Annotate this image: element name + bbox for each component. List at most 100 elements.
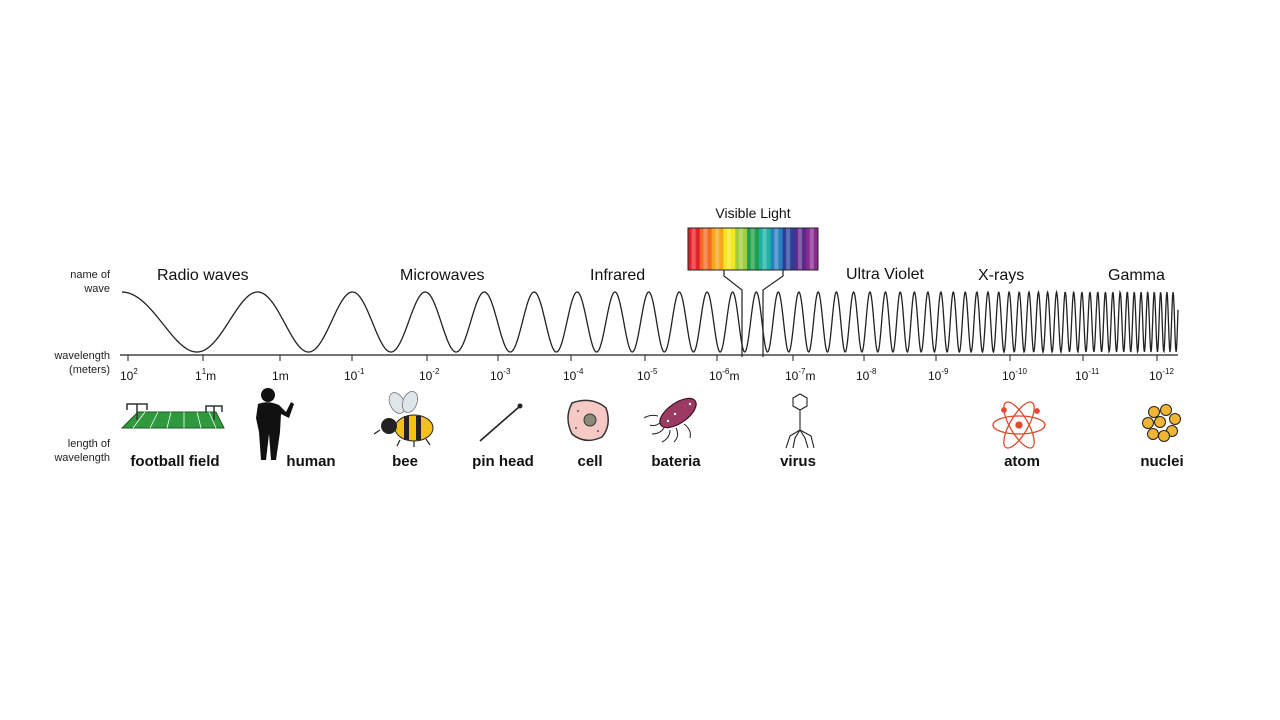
- band-label-microwaves: Microwaves: [400, 267, 485, 284]
- side-label-length-of-wavelength: length of wavelength: [54, 437, 110, 465]
- spectrum-color-band: [688, 228, 701, 270]
- spectrum-highlight: [727, 228, 732, 270]
- side-label-name-of-wave: name of wave: [70, 268, 110, 296]
- spectrum-highlight: [797, 228, 803, 270]
- side-label-line: wavelength: [54, 452, 110, 464]
- visible-light-label: Visible Light: [715, 205, 791, 221]
- tick-exponent: -5: [650, 367, 658, 376]
- tick-unit: m: [729, 369, 740, 383]
- tick-exponent: 1: [201, 367, 207, 376]
- tick-unit: m: [206, 369, 217, 383]
- tick-label: 10-7m: [785, 367, 816, 383]
- object-label-cell: cell: [577, 453, 603, 470]
- tick-label: 10-11: [1075, 367, 1100, 383]
- tick-label: 10-10: [1002, 367, 1027, 383]
- band-label-radio-waves: Radio waves: [157, 267, 249, 284]
- axis-tick-marks: [127, 355, 1158, 361]
- spectrum-highlight: [809, 228, 814, 270]
- wave-curve: [121, 289, 1179, 355]
- tick-base: 10: [344, 369, 358, 383]
- object-label-football-field: football field: [130, 453, 220, 470]
- nuclei-icon: [1142, 404, 1181, 442]
- tick-label: 10-1: [344, 367, 365, 383]
- tick-exponent: -12: [1162, 367, 1174, 376]
- tick-label: 102: [120, 367, 138, 383]
- band-label-x-rays: X-rays: [978, 267, 1025, 284]
- tick-exponent: 2: [133, 367, 138, 376]
- spectrum-highlight: [786, 228, 791, 270]
- side-label-wavelength: wavelength (meters): [54, 349, 110, 377]
- side-label-line: wave: [84, 283, 110, 295]
- tick-base: 10: [856, 369, 870, 383]
- spectrum-highlight: [715, 228, 720, 270]
- bee-icon: [373, 390, 434, 447]
- spectrum-color-band: [782, 228, 795, 270]
- cell-icon: [567, 399, 609, 442]
- spectrum-color-band: [723, 228, 736, 270]
- side-label-line: (meters): [69, 364, 110, 376]
- tick-exponent: -10: [1015, 367, 1027, 376]
- spectrum-highlight: [750, 228, 755, 270]
- tick-base: 1: [195, 369, 202, 383]
- bacteria-icon: [643, 397, 697, 443]
- tick-base: 10: [1002, 369, 1016, 383]
- spectrum-highlight: [703, 228, 708, 270]
- tick-unit: m: [278, 369, 289, 383]
- tick-base: 10: [120, 369, 134, 383]
- visible-light-bracket: [723, 270, 784, 357]
- visible-spectrum-bar: [687, 227, 819, 271]
- tick-base: 10: [928, 369, 942, 383]
- side-label-line: name of: [70, 269, 110, 281]
- tick-label: 10-6m: [709, 367, 740, 383]
- tick-exponent: -4: [576, 367, 584, 376]
- tick-label: 10-9: [928, 367, 948, 383]
- tick-label: 10-4: [563, 367, 584, 383]
- object-label-bee: bee: [392, 453, 418, 470]
- spectrum-highlight: [738, 228, 743, 270]
- object-label-bateria: bateria: [651, 453, 701, 470]
- tick-label: 11m: [195, 367, 217, 383]
- spectrum-color-band: [806, 228, 819, 270]
- tick-label: 10-8: [856, 367, 876, 383]
- spectrum-frame: [687, 227, 819, 271]
- tick-base: 10: [637, 369, 651, 383]
- tick-base: 10: [419, 369, 433, 383]
- object-label-pin-head: pin head: [472, 453, 534, 470]
- spectrum-color-band: [747, 228, 760, 270]
- tick-exponent: -6: [722, 367, 730, 376]
- tick-exponent: -1: [357, 367, 365, 376]
- spectrum-color-band: [735, 228, 748, 270]
- spectrum-highlight: [762, 228, 767, 270]
- tick-exponent: -11: [1088, 367, 1100, 376]
- tick-base: 10: [709, 369, 723, 383]
- tick-unit: m: [805, 369, 816, 383]
- tick-base: 10: [1149, 369, 1163, 383]
- tick-label: 1m: [272, 369, 289, 383]
- band-label-infrared: Infrared: [590, 267, 646, 284]
- band-label-gamma: Gamma: [1108, 267, 1165, 284]
- tick-base: 10: [785, 369, 799, 383]
- human-silhouette-icon: [256, 388, 294, 460]
- band-label-ultra-violet: Ultra Violet: [846, 266, 924, 283]
- side-label-line: wavelength: [54, 350, 110, 362]
- object-label-nuclei: nuclei: [1140, 453, 1184, 470]
- pin-icon: [479, 403, 523, 442]
- tick-label: 10-2: [419, 367, 439, 383]
- tick-label: 10-12: [1149, 367, 1174, 383]
- spectrum-color-band: [770, 228, 784, 270]
- spectrum-color-band: [758, 228, 772, 270]
- object-label-human: human: [286, 453, 336, 470]
- atom-icon: [992, 401, 1046, 449]
- tick-exponent: -7: [798, 367, 806, 376]
- spectrum-color-band: [699, 228, 713, 270]
- object-label-atom: atom: [1004, 453, 1040, 470]
- football-field-icon: [120, 403, 225, 429]
- tick-base: 10: [1075, 369, 1089, 383]
- tick-label: 10-3: [490, 367, 510, 383]
- tick-label: 10-5: [637, 367, 658, 383]
- tick-base: 1: [272, 369, 279, 383]
- tick-base: 10: [490, 369, 504, 383]
